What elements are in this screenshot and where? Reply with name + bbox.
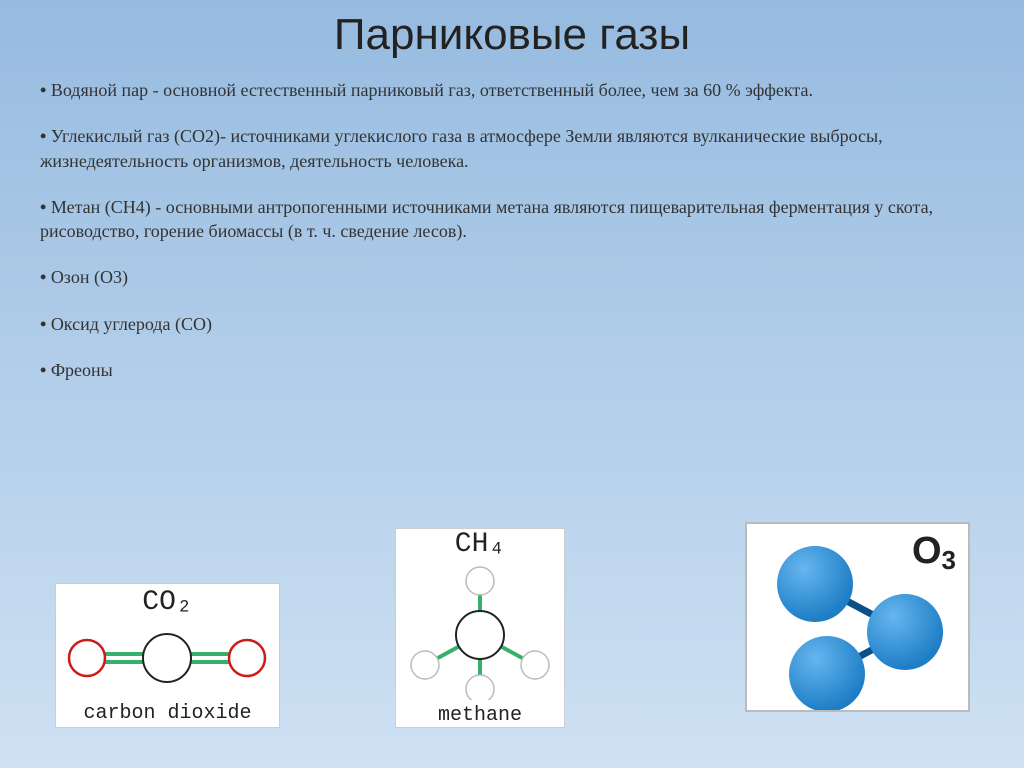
slide-title: Парниковые газы (40, 10, 984, 60)
molecule-o3-formula: O3 (912, 530, 956, 573)
molecule-o3: O3 (745, 522, 970, 712)
bullet-item: Водяной пар - основной естественный парн… (40, 78, 984, 102)
molecule-ch4: CH₄ methane (395, 528, 565, 728)
slide: Парниковые газы Водяной пар - основной е… (0, 0, 1024, 768)
molecule-co2-svg (55, 618, 280, 698)
molecule-co2-name: carbon dioxide (83, 702, 251, 725)
molecule-ch4-formula: CH₄ (455, 529, 505, 560)
bullet-item: Углекислый газ (СО2)- источниками углеки… (40, 124, 984, 173)
bullet-item: Фреоны (40, 358, 984, 382)
molecule-co2: CO₂ carbon dioxide (55, 583, 280, 728)
molecule-ch4-svg (395, 560, 565, 700)
bullet-item: Озон (О3) (40, 265, 984, 289)
molecule-ch4-name: methane (438, 704, 522, 727)
bullet-item: Оксид углерода (СО) (40, 312, 984, 336)
bullet-item: Метан (CH4) - основными антропогенными и… (40, 195, 984, 244)
molecule-co2-formula: CO₂ (142, 587, 192, 618)
